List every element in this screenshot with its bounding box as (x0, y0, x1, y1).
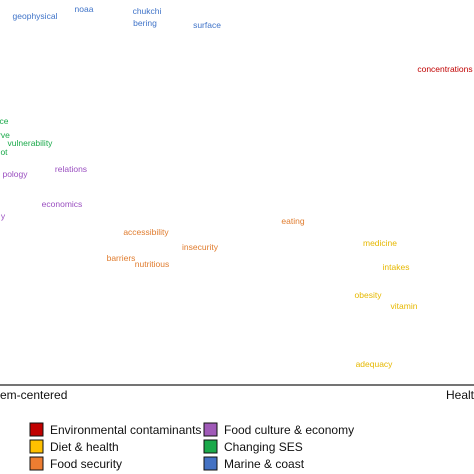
word-label-ce: ce (0, 116, 9, 126)
legend-swatch (203, 422, 218, 437)
word-label-medicine: medicine (363, 238, 397, 248)
word-label-concentrations: concentrations (417, 64, 472, 74)
word-label-y: y (1, 211, 6, 221)
word-label-ot: ot (0, 147, 8, 157)
legend-swatch (29, 456, 44, 471)
word-label-geophysical: geophysical (13, 11, 58, 21)
legend-label: Diet & health (50, 440, 119, 454)
legend-swatch (203, 439, 218, 454)
word-label-accessibility: accessibility (123, 227, 169, 237)
word-label-rve: rve (0, 130, 10, 140)
word-label-vitamin: vitamin (391, 301, 418, 311)
word-label-noaa: noaa (75, 4, 94, 14)
legend-item-changing-ses: Changing SES (203, 439, 303, 454)
legend-swatch (29, 439, 44, 454)
legend-swatch (203, 456, 218, 471)
legend-label: Environmental contaminants (50, 423, 201, 437)
word-label-pology: pology (2, 169, 28, 179)
legend-label: Changing SES (224, 440, 303, 454)
legend-label: Food security (50, 457, 122, 471)
word-label-surface: surface (193, 20, 221, 30)
legend-item-food-security: Food security (29, 456, 122, 471)
word-label-intakes: intakes (383, 262, 410, 272)
legend: Environmental contaminants Diet & health F… (29, 422, 354, 471)
axis-end-left: em-centered (0, 388, 67, 402)
legend-label: Food culture & economy (224, 423, 354, 437)
word-label-adequacy: adequacy (356, 359, 394, 369)
legend-item-food-culture-economy: Food culture & economy (203, 422, 354, 437)
word-label-barriers: barriers (107, 253, 136, 263)
word-label-obesity: obesity (355, 290, 383, 300)
word-label-nutritious: nutritious (135, 259, 170, 269)
legend-label: Marine & coast (224, 457, 305, 471)
word-label-insecurity: insecurity (182, 242, 219, 252)
axis-end-right: Healt (446, 388, 474, 402)
word-label-relations: relations (55, 164, 87, 174)
legend-item-environmental-contaminants: Environmental contaminants (29, 422, 201, 437)
word-labels: concentrations medicine intakes obesity vita… (0, 4, 473, 369)
word-label-eating: eating (281, 216, 304, 226)
word-label-bering: bering (133, 18, 157, 28)
legend-swatch (29, 422, 44, 437)
legend-item-marine-coast: Marine & coast (203, 456, 305, 471)
word-label-chukchi: chukchi (133, 6, 162, 16)
word-label-vulnerability: vulnerability (8, 138, 54, 148)
word-label-economics: economics (42, 199, 83, 209)
legend-item-diet-health: Diet & health (29, 439, 119, 454)
